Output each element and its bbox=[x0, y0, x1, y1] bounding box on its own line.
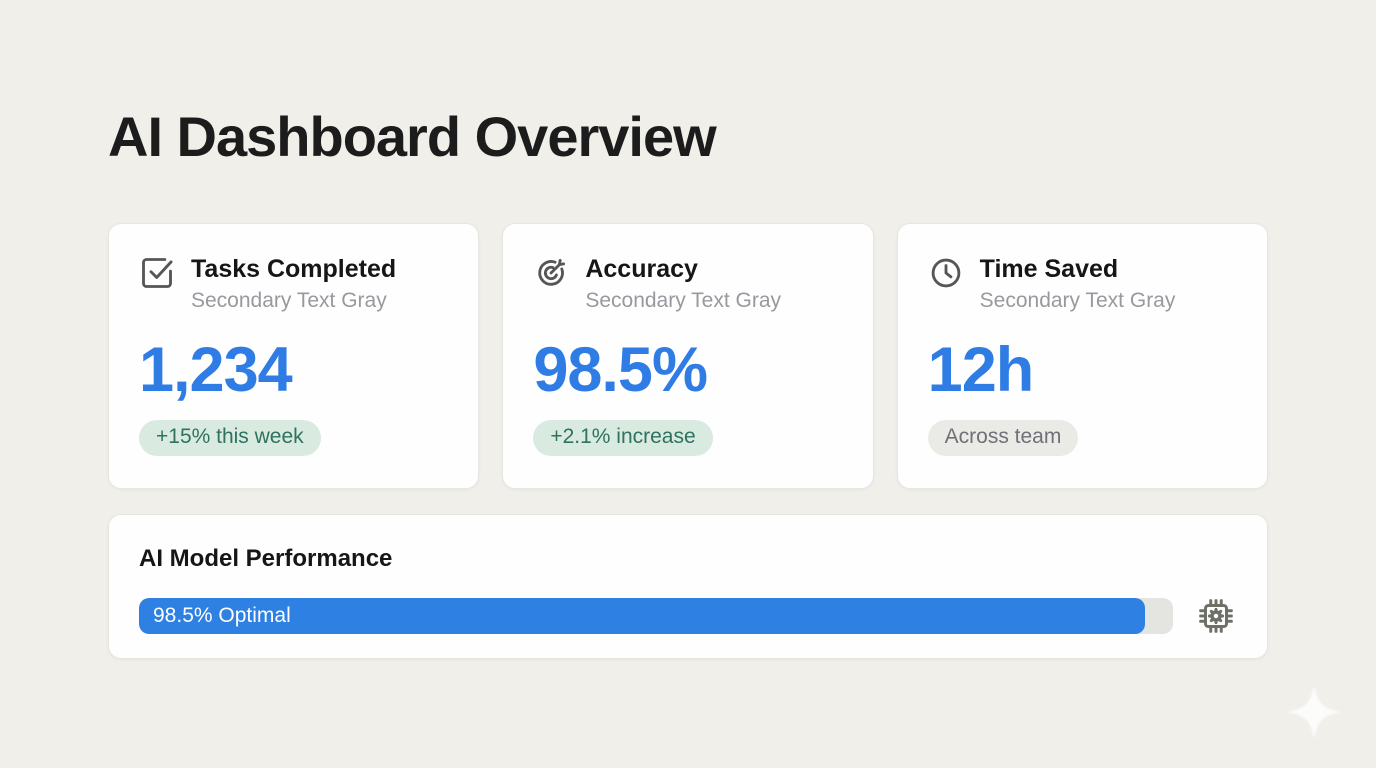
stat-card-tasks-completed: Tasks Completed Secondary Text Gray 1,23… bbox=[108, 223, 480, 489]
card-subtitle: Secondary Text Gray bbox=[191, 289, 387, 312]
card-titles: Accuracy Secondary Text Gray bbox=[585, 254, 781, 313]
card-value: 98.5% bbox=[533, 335, 708, 405]
model-performance-panel: AI Model Performance 98.5% Optimal bbox=[108, 514, 1268, 659]
card-header: Time Saved Secondary Text Gray bbox=[928, 254, 1237, 313]
clock-icon bbox=[928, 255, 964, 291]
stat-card-accuracy: Accuracy Secondary Text Gray 98.5% +2.1%… bbox=[502, 223, 874, 489]
cpu-chip-icon[interactable] bbox=[1195, 595, 1237, 637]
card-title: Accuracy bbox=[585, 255, 698, 283]
performance-title: AI Model Performance bbox=[139, 545, 393, 572]
card-titles: Tasks Completed Secondary Text Gray bbox=[191, 254, 396, 313]
card-badge: +15% this week bbox=[139, 420, 321, 457]
stat-card-time-saved: Time Saved Secondary Text Gray 12h Acros… bbox=[896, 223, 1268, 489]
card-title: Tasks Completed bbox=[191, 255, 397, 283]
card-badge: +2.1% increase bbox=[533, 420, 713, 457]
card-title: Time Saved bbox=[979, 255, 1119, 283]
card-value: 12h bbox=[927, 335, 1035, 405]
performance-progress-fill: 98.5% Optimal bbox=[139, 598, 1146, 634]
card-subtitle: Secondary Text Gray bbox=[979, 289, 1176, 312]
card-subtitle: Secondary Text Gray bbox=[585, 289, 782, 312]
page-title: AI Dashboard Overview bbox=[108, 105, 717, 168]
card-header: Accuracy Secondary Text Gray bbox=[533, 254, 842, 313]
sparkle-decoration bbox=[1287, 685, 1341, 739]
performance-progress-track: 98.5% Optimal bbox=[139, 598, 1173, 634]
performance-row: 98.5% Optimal bbox=[139, 595, 1237, 637]
card-header: Tasks Completed Secondary Text Gray bbox=[139, 254, 448, 313]
target-icon bbox=[533, 255, 569, 291]
card-badge: Across team bbox=[927, 420, 1079, 457]
check-square-icon bbox=[139, 255, 175, 291]
card-titles: Time Saved Secondary Text Gray bbox=[980, 254, 1176, 313]
stat-cards-row: Tasks Completed Secondary Text Gray 1,23… bbox=[108, 223, 1268, 489]
card-value: 1,234 bbox=[139, 335, 293, 405]
performance-progress-label: 98.5% Optimal bbox=[153, 604, 291, 627]
